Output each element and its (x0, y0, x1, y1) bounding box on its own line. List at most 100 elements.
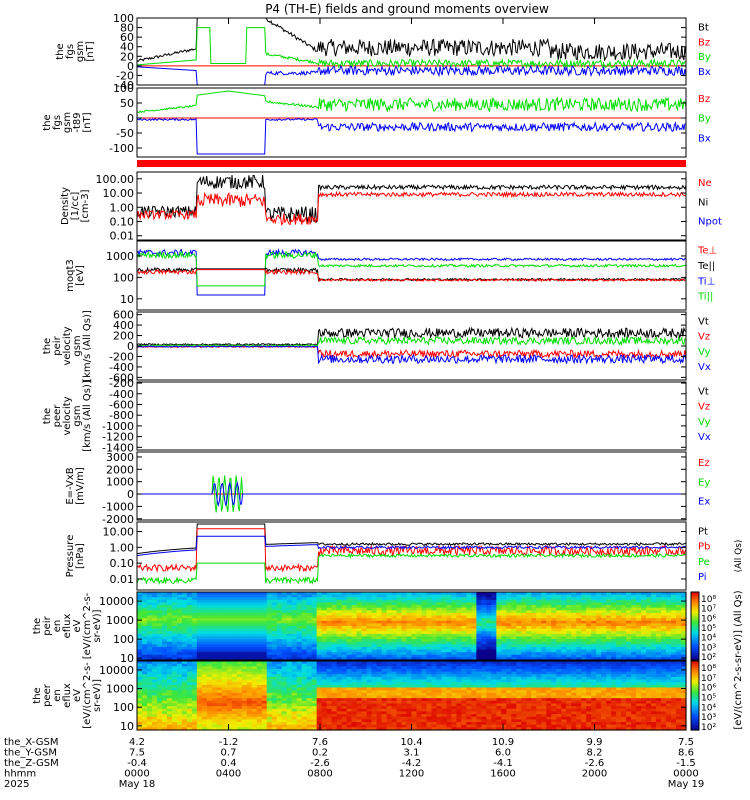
ylabel-peer-spec: peer (42, 683, 53, 707)
legend-Ne: Ne (698, 178, 712, 189)
series-peir-vx (136, 345, 687, 365)
ytick-label: -1200 (102, 431, 134, 444)
ytick-label: 10000 (99, 664, 134, 677)
ylabel-fgs-t89: [nT] (82, 112, 93, 132)
ytick-label: 40 (120, 41, 134, 54)
panel-frame-peir-spec (136, 591, 687, 661)
xtick-hhmm: 2000 (582, 769, 607, 780)
colorbar-tick-label: 10⁴ (701, 634, 716, 644)
legend-Vy: Vy (698, 417, 711, 428)
panel-frame-efield (136, 451, 687, 521)
legend-Vt: Vt (698, 387, 709, 398)
ylabel-peer-velocity: [km/s (All Qs)] (82, 380, 93, 452)
legend-By: By (698, 52, 711, 63)
ytick-label: -600 (109, 371, 134, 384)
colorbar-tick-label: 10⁸ (701, 595, 716, 605)
legend-Pt: Pt (698, 527, 708, 538)
legend-Te||: Te|| (697, 261, 715, 272)
xtick-the_Z-GSM: -4.2 (402, 758, 422, 769)
ytick-label: -40 (116, 79, 134, 92)
mode-band (137, 160, 686, 167)
colorbar-tick-label: 10⁴ (701, 703, 716, 713)
legend-Te⊥: Te⊥ (697, 246, 717, 257)
ylabel-density: Density (60, 187, 71, 225)
ytick-label: 10.00 (103, 526, 135, 539)
legend-Pe: Pe (698, 557, 710, 568)
ylabel-peir-spec: eV (72, 619, 83, 632)
ylabel-peer-velocity: the (42, 408, 53, 424)
colorbar-tick-label: 10⁶ (701, 684, 716, 694)
legend-Bz: Bz (698, 94, 710, 105)
ytick-label: -1400 (102, 441, 134, 454)
xtick-the_Z-GSM: -2.6 (310, 758, 330, 769)
xtick-the_X-GSM: 4.2 (129, 737, 145, 748)
legend-By: By (698, 114, 711, 125)
xtick-the_Y-GSM: 0.2 (312, 748, 328, 759)
ytick-label: 0.10 (110, 215, 135, 228)
ylabel-peir-velocity: peir (52, 335, 63, 355)
ytick-label: -600 (109, 398, 134, 411)
xtick-the_X-GSM: 10.9 (492, 737, 514, 748)
colorbar-tick-label: 10⁶ (701, 614, 716, 624)
colorbar-tick-label: 10³ (701, 713, 716, 723)
xtick-the_Z-GSM: -0.4 (127, 758, 147, 769)
ylabel-peir-spec: sr-eV)] (92, 609, 103, 642)
ytick-label: 2000 (106, 463, 134, 476)
ytick-label: 1.00 (110, 201, 135, 214)
ytick-label: 10000 (99, 595, 134, 608)
ylabel-fgs: gsm (75, 41, 86, 62)
xaxis-row-label: the_Z-GSM (4, 758, 59, 769)
xtick-hhmm: 0000 (673, 769, 698, 780)
panel-frame-peer-velocity (136, 381, 687, 451)
colorbar-tick-label: 10² (701, 723, 716, 733)
ytick-label: -200 (109, 377, 134, 390)
legend-Ez: Ez (698, 458, 710, 469)
series-peir-vt (136, 326, 687, 347)
xtick-the_Y-GSM: 8.2 (587, 748, 603, 759)
ytick-label: 10.00 (103, 187, 135, 200)
ytick-label: -400 (109, 361, 134, 374)
ylabel-peir-spec: eflux (62, 614, 73, 639)
series-dby (136, 90, 687, 114)
ytick-label: 10 (120, 293, 134, 306)
series-te-par (136, 266, 687, 283)
ytick-label: -800 (109, 409, 134, 422)
ylabel-fgs-t89: gsm (62, 112, 73, 133)
ylabel-peer-spec: eflux (62, 683, 73, 708)
peir-spectrogram (137, 592, 687, 661)
ylabel-peir-spec: [eV/(cm^2-s- (82, 592, 93, 659)
ytick-label: 10 (120, 720, 134, 733)
xtick-the_Z-GSM: -1.5 (676, 758, 696, 769)
legend-Vx: Vx (698, 362, 711, 373)
ytick-label: 100 (113, 12, 134, 25)
panel-frame-density (136, 171, 687, 241)
xtick-the_Z-GSM: -4.1 (493, 758, 513, 769)
ytick-label: 0.01 (110, 573, 135, 586)
ytick-label: -1000 (102, 420, 134, 433)
ytick-label: 200 (113, 330, 134, 343)
legend-Bt: Bt (698, 22, 709, 33)
ytick-label: 0.01 (110, 230, 135, 243)
legend-Pi: Pi (698, 572, 707, 583)
ylabel-fgs: the (55, 43, 66, 59)
xtick-the_Y-GSM: 3.1 (404, 748, 420, 759)
xaxis-start-date: May 18 (119, 779, 156, 790)
ytick-label: 100.00 (96, 173, 135, 186)
xaxis-hhmm-label: hhmm (4, 769, 36, 780)
legend-side-note: (All Qs) (734, 540, 744, 573)
legend-Vt: Vt (698, 317, 709, 328)
ytick-label: 50 (120, 97, 134, 110)
ylabel-peer-spec: sr-eV)] (92, 679, 103, 712)
ytick-label: 0 (127, 488, 134, 501)
xtick-the_X-GSM: -1.2 (219, 737, 239, 748)
ytick-label: -2000 (102, 513, 134, 526)
ylabel-peer-spec: [eV/(cm^2-s- (82, 662, 93, 729)
series-pe (136, 552, 687, 586)
xtick-hhmm: 1200 (399, 769, 424, 780)
ylabel-peir-spec: en (52, 620, 63, 633)
legend-Pb: Pb (698, 542, 710, 553)
ytick-label: 100 (113, 701, 134, 714)
ytick-label: -100 (109, 142, 134, 155)
legend-Bz: Bz (698, 37, 710, 48)
